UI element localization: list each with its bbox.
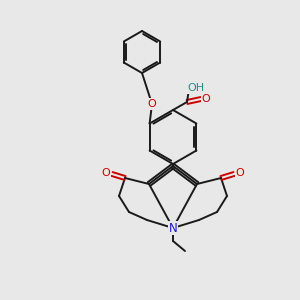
Text: OH: OH <box>188 83 205 93</box>
Text: O: O <box>102 168 110 178</box>
Text: O: O <box>236 168 244 178</box>
Text: O: O <box>202 94 210 104</box>
Text: N: N <box>169 221 177 235</box>
Text: O: O <box>148 99 156 109</box>
